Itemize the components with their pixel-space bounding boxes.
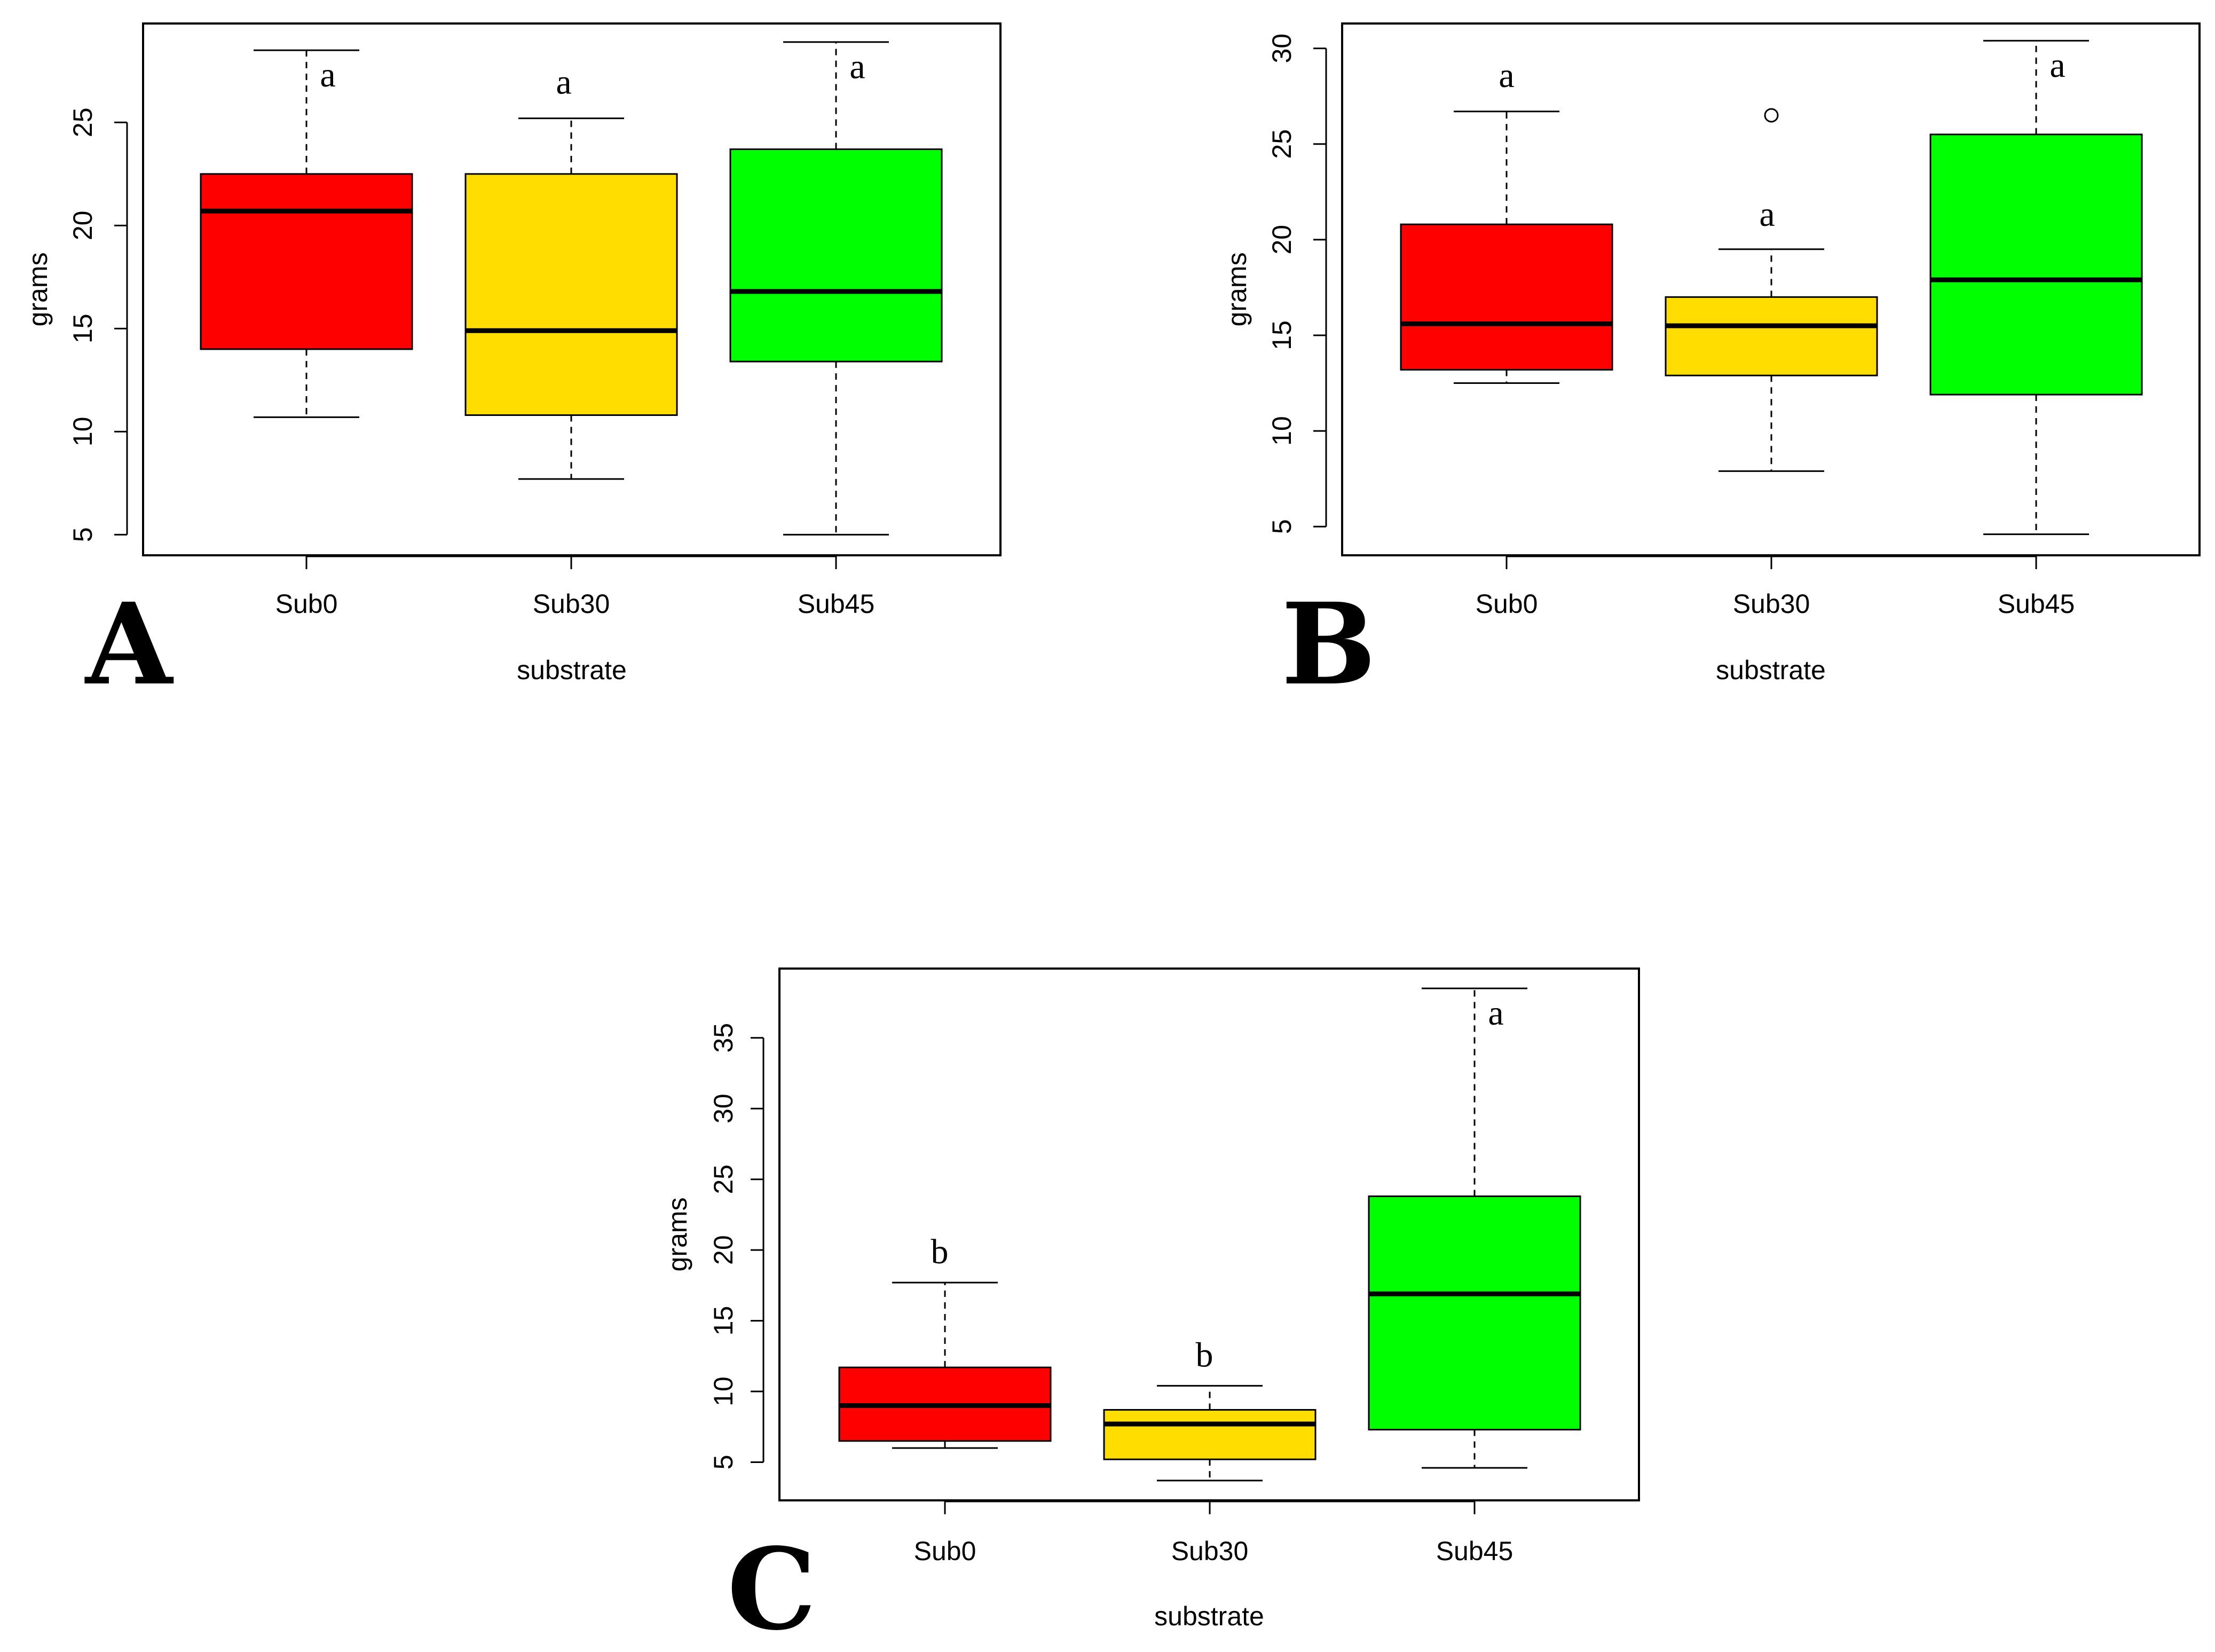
significance-letter: a [2050, 46, 2065, 85]
significance-letter: b [1196, 1335, 1213, 1374]
panel-a: 5 10 15 20 25 grams substrate A Sub0 a Sub30 a Sub45… [23, 22, 1002, 710]
x-tick-label: Sub45 [798, 589, 875, 619]
y-tick-label: 5 [1267, 519, 1297, 534]
y-tick-label: 10 [708, 1376, 738, 1406]
y-axis-label: grams [23, 253, 53, 327]
y-tick-label: 25 [708, 1165, 738, 1194]
y-axis-label: grams [663, 1198, 692, 1272]
y-tick-label: 15 [1267, 320, 1297, 350]
box-sub45 [1929, 133, 2143, 396]
y-tick-label: 25 [68, 107, 98, 137]
x-axis-label: substrate [1154, 1601, 1264, 1631]
y-tick-label: 20 [708, 1235, 738, 1265]
y-tick-label: 10 [1267, 416, 1297, 446]
y-tick-label: 15 [68, 314, 98, 344]
y-tick-label: 15 [708, 1306, 738, 1336]
x-tick-label: Sub0 [1476, 589, 1538, 619]
significance-letter: a [556, 63, 571, 102]
significance-letter: a [320, 56, 335, 95]
x-tick-label: Sub45 [1436, 1536, 1514, 1566]
panel-letter: C [727, 1523, 816, 1652]
panel-b: 5 10 15 20 25 30 grams substrate B Sub0 a Sub30 a Sub… [1222, 22, 2201, 710]
y-tick-label: 30 [1267, 34, 1297, 64]
y-axis-label: grams [1222, 253, 1252, 327]
y-tick-label: 20 [1267, 225, 1297, 255]
significance-letter: a [1488, 994, 1503, 1033]
y-tick-label: 25 [1267, 129, 1297, 159]
outlier-point [1764, 108, 1779, 123]
box-sub0 [200, 173, 413, 350]
y-tick-label: 30 [708, 1094, 738, 1123]
x-tick-label: Sub0 [914, 1536, 976, 1566]
plot-frame [142, 22, 1002, 556]
significance-letter: a [1499, 56, 1514, 95]
panel-letter: A [84, 578, 174, 710]
panel-letter: B [1281, 578, 1376, 710]
box-sub30 [1103, 1409, 1317, 1460]
x-axis-label: substrate [1716, 655, 1826, 685]
plot-frame [1341, 22, 2201, 556]
x-tick-label: Sub0 [275, 589, 338, 619]
y-tick-label: 20 [68, 211, 98, 241]
y-tick-label: 5 [708, 1455, 738, 1470]
box-sub0 [1400, 223, 1613, 371]
y-tick-label: 5 [68, 527, 98, 542]
x-tick-label: Sub30 [1171, 1536, 1249, 1566]
y-tick-label: 35 [708, 1023, 738, 1053]
x-tick-label: Sub30 [533, 589, 610, 619]
x-tick-label: Sub45 [1998, 589, 2075, 619]
x-axis-label: substrate [517, 655, 627, 685]
significance-letter: b [931, 1232, 949, 1271]
significance-letter: a [1759, 195, 1775, 234]
y-tick-label: 10 [68, 417, 98, 447]
box-sub30 [1665, 296, 1878, 376]
panel-c: 5 10 15 20 25 30 35 grams substrate C Sub0 b Sub30 b S… [663, 967, 1640, 1652]
box-sub45 [1368, 1195, 1581, 1431]
box-sub30 [464, 173, 678, 416]
significance-letter: a [849, 48, 865, 86]
box-sub45 [729, 148, 943, 363]
x-tick-label: Sub30 [1733, 589, 1810, 619]
plot-frame [778, 967, 1640, 1501]
